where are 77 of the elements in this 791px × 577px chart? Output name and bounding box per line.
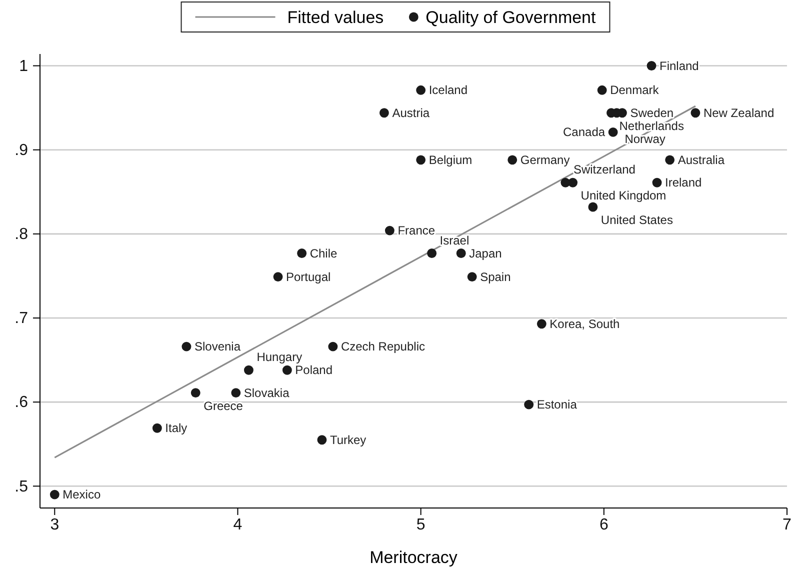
annotation: Iceland bbox=[428, 83, 468, 98]
point bbox=[456, 248, 466, 258]
annotation: Germany bbox=[520, 152, 570, 167]
point bbox=[282, 365, 292, 375]
annotation: Netherlands bbox=[619, 118, 684, 133]
x-tick-label: 5 bbox=[416, 516, 426, 534]
point bbox=[608, 127, 618, 137]
point bbox=[416, 85, 426, 95]
legend-label: Quality of Government bbox=[426, 8, 596, 27]
annotation: Chile bbox=[310, 246, 338, 260]
annotation: Canada bbox=[563, 125, 606, 140]
x-tick-label: 6 bbox=[599, 516, 608, 534]
point bbox=[467, 272, 477, 282]
point bbox=[50, 490, 60, 500]
annotation: Italy bbox=[165, 421, 188, 436]
point bbox=[646, 61, 656, 70]
annotation: Denmark bbox=[610, 83, 660, 98]
annotation: Japan bbox=[469, 246, 502, 260]
y-tick-label: .9 bbox=[14, 142, 28, 159]
annotation: Slovakia bbox=[244, 386, 290, 400]
annotation: Czech Republic bbox=[340, 340, 425, 354]
point bbox=[536, 319, 546, 329]
annotation: Finland bbox=[660, 58, 699, 73]
x-tick-label: 3 bbox=[50, 516, 60, 534]
annotation: Mexico bbox=[62, 488, 101, 502]
annotation: Norway bbox=[624, 132, 666, 146]
y-tick-label: .7 bbox=[14, 310, 28, 328]
annotation: Greece bbox=[204, 398, 244, 413]
annotation: Korea, South bbox=[550, 316, 620, 331]
x-axis-title: Meritocracy bbox=[370, 548, 458, 567]
annotation: Ireland bbox=[665, 176, 702, 190]
annotation: Israel bbox=[440, 233, 470, 248]
point bbox=[190, 388, 200, 398]
annotation: United States bbox=[600, 213, 673, 228]
point bbox=[568, 178, 578, 188]
point bbox=[665, 155, 675, 165]
point bbox=[652, 178, 662, 188]
point bbox=[427, 248, 437, 258]
point bbox=[416, 155, 426, 165]
annotation: New Zealand bbox=[703, 106, 774, 120]
point bbox=[182, 342, 192, 352]
x-tick-label: 7 bbox=[782, 516, 791, 534]
y-tick-label: 1 bbox=[19, 58, 28, 75]
point bbox=[273, 272, 283, 282]
point bbox=[244, 365, 254, 375]
point bbox=[618, 108, 627, 118]
point bbox=[231, 388, 241, 398]
annotation: France bbox=[398, 224, 436, 238]
annotation: Poland bbox=[295, 363, 333, 378]
annotation: Portugal bbox=[286, 270, 331, 284]
point bbox=[152, 423, 162, 433]
annotation: Austria bbox=[392, 106, 430, 120]
point bbox=[384, 226, 394, 236]
point bbox=[508, 155, 518, 165]
point bbox=[524, 400, 534, 410]
point bbox=[297, 248, 307, 258]
annotation: Australia bbox=[678, 152, 725, 167]
point bbox=[690, 108, 700, 118]
point bbox=[317, 435, 327, 445]
point bbox=[328, 342, 338, 352]
annotation: Estonia bbox=[536, 398, 578, 412]
y-tick-label: .6 bbox=[14, 394, 28, 412]
x-tick-label: 4 bbox=[233, 516, 242, 534]
y-tick-label: .5 bbox=[14, 478, 28, 496]
annotation: Spain bbox=[480, 270, 511, 284]
annotation: Turkey bbox=[330, 432, 366, 447]
point bbox=[379, 108, 389, 118]
point bbox=[588, 202, 598, 212]
annotation: Belgium bbox=[428, 152, 472, 167]
annotation: Slovenia bbox=[194, 340, 241, 354]
annotation: Switzerland bbox=[573, 162, 636, 177]
annotation: United Kingdom bbox=[580, 188, 666, 203]
legend-label: Fitted values bbox=[287, 8, 384, 27]
annotation: Sweden bbox=[630, 106, 674, 120]
point bbox=[597, 85, 607, 95]
annotation: Hungary bbox=[256, 350, 302, 364]
y-tick-label: .8 bbox=[14, 226, 28, 244]
